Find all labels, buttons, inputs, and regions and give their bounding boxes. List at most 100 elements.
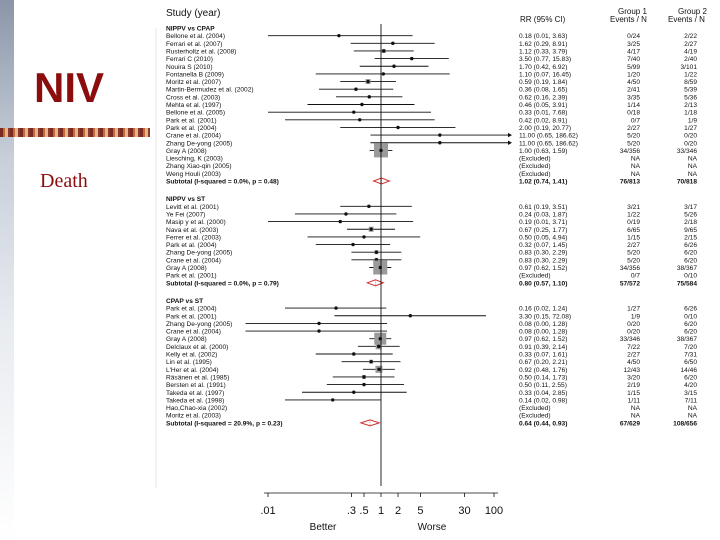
point-estimate: [392, 64, 396, 68]
group1-events: 0/7: [631, 117, 640, 124]
plot-panel: [150, 0, 720, 500]
study-label: Ferrer et al. (2003): [166, 234, 221, 241]
rr-label: 0.36 (0.08, 1.65): [519, 87, 567, 94]
group2-events: NA: [688, 405, 698, 412]
rr-label: 0.67 (0.25, 1.77): [519, 227, 567, 234]
point-estimate: [367, 95, 371, 99]
point-estimate: [408, 314, 412, 318]
xlabel-worse: Worse: [418, 522, 447, 533]
subtotal-group2: 108/656: [673, 420, 697, 427]
group1-events: 5/20: [627, 250, 640, 257]
study-label: Ferrari C (2010): [166, 56, 213, 63]
group1-events: NA: [631, 405, 641, 412]
rr-label: 0.97 (0.62, 1.52): [519, 336, 567, 343]
group2-events: 6/20: [684, 257, 697, 264]
rr-label: 0.83 (0.30, 2.29): [519, 250, 567, 257]
group1-events: 5/20: [627, 140, 640, 147]
group1-events: 4/50: [627, 359, 640, 366]
study-label: Lin et al. (1995): [166, 359, 212, 366]
group2-events: 6/20: [684, 329, 697, 336]
study-label: Bellone et al. (2005): [166, 110, 225, 117]
group1-events: 1/9: [631, 313, 640, 320]
rr-label: 0.19 (0.01, 3.71): [519, 219, 567, 226]
point-estimate: [338, 219, 342, 224]
group1-events: 2/27: [627, 242, 640, 249]
study-label: Bersten et al. (1991): [166, 382, 226, 389]
study-label: Martin-Bermudez et al. (2002): [166, 87, 254, 94]
group2-events: 3/17: [684, 204, 697, 211]
point-estimate: [391, 41, 395, 45]
study-label: Crane et al. (2004): [166, 257, 221, 264]
study-label: Kelly et al. (2002): [166, 352, 217, 359]
group2-events: 1/22: [684, 71, 697, 78]
rr-label: (Excluded): [519, 163, 551, 170]
header-group1-sub: Events / N: [610, 15, 647, 24]
subtotal-group1: 67/629: [620, 420, 641, 427]
subtotal-group1: 76/813: [620, 179, 641, 186]
study-label: Gray A (2008): [166, 265, 207, 272]
group2-events: 4/19: [684, 48, 697, 55]
study-label: L'Her et al. (2004): [166, 367, 219, 374]
rr-label: 0.50 (0.05, 4.94): [519, 234, 567, 241]
slide-title: NIV: [34, 64, 105, 111]
rr-label: 0.92 (0.48, 1.76): [519, 367, 567, 374]
study-label: Takeda et al. (1998): [166, 397, 224, 404]
group1-events: 3/35: [627, 94, 640, 101]
point-estimate: [352, 390, 356, 394]
study-label: Park et al. (2004): [166, 125, 217, 132]
group2-events: 6/20: [684, 374, 697, 381]
point-estimate: [362, 375, 366, 379]
rr-label: (Excluded): [519, 171, 551, 178]
group1-events: 1/20: [627, 71, 640, 78]
group2-events: NA: [688, 163, 698, 170]
study-label: Gray A (2008): [166, 336, 207, 343]
study-label: Fontanella B (2009): [166, 71, 224, 78]
group1-events: 5/20: [627, 133, 640, 140]
group1-events: 4/17: [627, 48, 640, 55]
group1-events: 34/356: [620, 265, 641, 272]
rr-label: 1.00 (0.63, 1.59): [519, 148, 567, 155]
group1-events: 1/27: [627, 306, 640, 313]
study-label: Moritz et al. (2003): [166, 413, 221, 420]
group2-events: 38/367: [677, 265, 698, 272]
point-estimate: [410, 56, 414, 61]
rr-label: 0.18 (0.01, 3.63): [519, 33, 567, 40]
rr-label: 0.59 (0.19, 1.84): [519, 79, 567, 86]
study-label: Mehta et al. (1997): [166, 102, 221, 109]
study-label: Park et al. (2001): [166, 313, 217, 320]
group2-events: 2/15: [684, 234, 697, 241]
study-label: Crane et al. (2004): [166, 329, 221, 336]
rr-label: 0.33 (0.01, 7.68): [519, 110, 567, 117]
x-tick-label: 2: [395, 505, 401, 517]
study-label: Levitt et al. (2001): [166, 204, 219, 211]
group2-events: 5/39: [684, 87, 697, 94]
group1-events: 0/7: [631, 273, 640, 280]
rr-label: 0.33 (0.07, 1.61): [519, 352, 567, 359]
point-estimate: [382, 49, 386, 53]
study-label: Ferrari et al. (2007): [166, 41, 222, 48]
study-label: Crane et al. (2004): [166, 133, 221, 140]
study-label: Hao,Chao-xia (2002): [166, 405, 227, 412]
rr-label: 2.00 (0.19, 20.77): [519, 125, 571, 132]
group1-events: 12/43: [623, 367, 640, 374]
group2-events: NA: [688, 156, 698, 163]
group2-events: 6/50: [684, 359, 697, 366]
group2-events: 7/20: [684, 344, 697, 351]
x-tick-label: .5: [359, 505, 368, 517]
group-heading: NIPPV vs ST: [166, 196, 205, 203]
group2-events: 9/65: [684, 227, 697, 234]
study-label: Masip y et al. (2000): [166, 219, 226, 226]
group2-events: 2/13: [684, 102, 697, 109]
xlabel-better: Better: [310, 522, 337, 533]
rr-label: 11.00 (0.65, 186.62): [519, 140, 578, 147]
group1-events: NA: [631, 171, 641, 178]
group2-events: 6/20: [684, 250, 697, 257]
group2-events: 6/26: [684, 242, 697, 249]
group1-events: 0/19: [627, 219, 640, 226]
rr-label: (Excluded): [519, 405, 551, 412]
group1-events: 5/99: [627, 64, 640, 71]
rr-label: 0.14 (0.02, 0.98): [519, 397, 567, 404]
rr-label: (Excluded): [519, 156, 551, 163]
subtotal-group1: 57/572: [620, 280, 641, 287]
point-estimate: [377, 367, 381, 371]
